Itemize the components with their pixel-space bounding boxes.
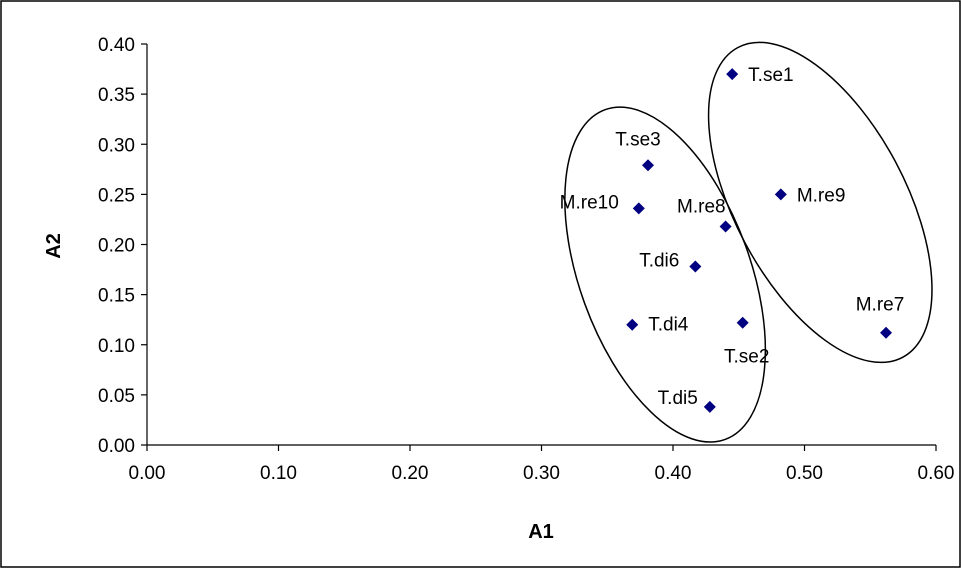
- data-point-label: T.se2: [724, 347, 769, 368]
- y-tick-label: 0.25: [98, 185, 135, 206]
- y-axis-title: A2: [43, 233, 65, 259]
- data-point-label: T.di4: [648, 315, 689, 336]
- data-point-marker: [642, 159, 655, 172]
- data-point-marker: [774, 188, 787, 201]
- data-point-label: M.re8: [677, 196, 726, 217]
- x-tick-label: 0.40: [655, 463, 692, 484]
- cluster-ellipse: [564, 106, 767, 443]
- y-tick-label: 0.35: [98, 85, 135, 106]
- data-point-marker: [726, 68, 739, 81]
- x-tick-label: 0.30: [523, 463, 560, 484]
- x-tick-label: 0.00: [129, 463, 166, 484]
- cluster-ellipses: [564, 41, 933, 443]
- x-tick-label: 0.50: [786, 463, 823, 484]
- data-point-marker: [626, 318, 639, 331]
- data-point-label: T.se3: [615, 129, 660, 150]
- data-point-marker: [689, 260, 702, 273]
- y-tick-label: 0.05: [98, 386, 135, 407]
- data-point-label: T.di5: [658, 388, 698, 409]
- y-tick-label: 0.40: [98, 35, 135, 56]
- y-tick-label: 0.20: [98, 236, 135, 257]
- data-point-label: M.re9: [797, 185, 846, 206]
- y-axis-ticks: 0.00 0.05 0.10 0.15 0.20 0.25 0.30 0.35 0.40: [98, 35, 147, 457]
- data-point-label: M.re7: [856, 295, 905, 316]
- data-point-marker: [703, 400, 716, 413]
- x-axis-title: A1: [528, 521, 554, 543]
- y-tick-label: 0.15: [98, 286, 135, 307]
- data-point-label: T.se1: [748, 65, 793, 86]
- x-axis-ticks: 0.00 0.10 0.20 0.30 0.40 0.50 0.60: [129, 445, 955, 484]
- x-tick-label: 0.10: [260, 463, 297, 484]
- data-points: T.se1 T.se3 M.re9 M.re10 M.re8 T.di6 M.re7 T.di…: [560, 65, 905, 413]
- x-tick-label: 0.20: [392, 463, 429, 484]
- data-point-marker: [632, 202, 645, 215]
- data-point-marker: [880, 326, 893, 339]
- data-point-marker: [719, 220, 732, 233]
- data-point-label: T.di6: [639, 251, 679, 272]
- x-tick-label: 0.60: [918, 463, 955, 484]
- y-tick-label: 0.10: [98, 336, 135, 357]
- y-tick-label: 0.30: [98, 135, 135, 156]
- data-point-label: M.re10: [560, 192, 619, 213]
- data-point-marker: [736, 316, 749, 329]
- y-tick-label: 0.00: [98, 436, 135, 457]
